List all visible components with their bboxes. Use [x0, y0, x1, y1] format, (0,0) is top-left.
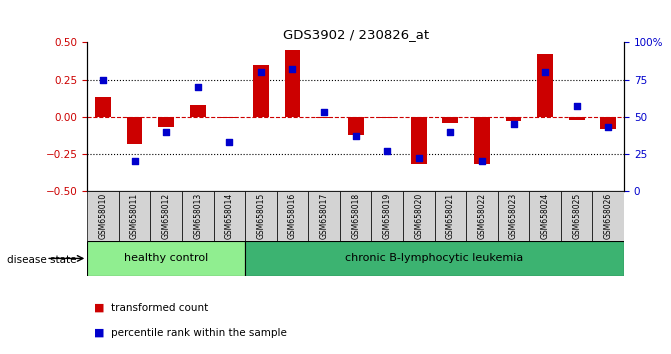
Text: healthy control: healthy control — [124, 253, 208, 263]
Text: GSM658018: GSM658018 — [351, 193, 360, 239]
Text: GSM658020: GSM658020 — [414, 193, 423, 239]
Bar — [190, 105, 205, 117]
Text: GSM658012: GSM658012 — [162, 193, 170, 239]
Point — [603, 124, 613, 130]
Text: GSM658026: GSM658026 — [604, 193, 613, 239]
Text: ■: ■ — [94, 328, 105, 338]
Text: GSM658011: GSM658011 — [130, 193, 139, 239]
Text: percentile rank within the sample: percentile rank within the sample — [111, 328, 287, 338]
Bar — [182, 191, 213, 241]
Text: GSM658024: GSM658024 — [541, 193, 550, 239]
Point — [539, 69, 550, 75]
Text: disease state: disease state — [7, 255, 76, 265]
Bar — [213, 191, 245, 241]
Bar — [466, 191, 498, 241]
Point — [445, 129, 456, 135]
Bar — [316, 117, 332, 118]
Point — [476, 159, 487, 164]
Bar — [348, 117, 364, 135]
Bar — [276, 191, 308, 241]
Bar — [601, 117, 616, 129]
Bar — [245, 191, 276, 241]
Bar — [308, 191, 340, 241]
Text: GSM658017: GSM658017 — [319, 193, 329, 239]
Point — [130, 159, 140, 164]
Text: chronic B-lymphocytic leukemia: chronic B-lymphocytic leukemia — [346, 253, 523, 263]
Bar — [561, 191, 592, 241]
Bar — [403, 191, 435, 241]
Bar — [411, 117, 427, 164]
Point — [161, 129, 172, 135]
Point — [382, 148, 393, 154]
Title: GDS3902 / 230826_at: GDS3902 / 230826_at — [282, 28, 429, 41]
Text: GSM658014: GSM658014 — [225, 193, 234, 239]
Bar — [435, 191, 466, 241]
Bar — [592, 191, 624, 241]
Point — [508, 121, 519, 127]
Bar — [498, 191, 529, 241]
Point — [319, 109, 329, 115]
Bar — [474, 117, 490, 164]
Bar — [127, 117, 142, 144]
Point — [413, 156, 424, 161]
Point — [256, 69, 266, 75]
Bar — [569, 117, 584, 120]
Bar — [87, 241, 245, 276]
Bar — [87, 191, 119, 241]
Bar — [119, 191, 150, 241]
Point — [193, 84, 203, 90]
Bar — [158, 117, 174, 127]
Bar — [95, 97, 111, 117]
Text: GSM658016: GSM658016 — [288, 193, 297, 239]
Bar — [372, 191, 403, 241]
Bar — [537, 55, 553, 117]
Text: ■: ■ — [94, 303, 105, 313]
Bar — [379, 117, 395, 118]
Text: GSM658015: GSM658015 — [256, 193, 266, 239]
Text: GSM658023: GSM658023 — [509, 193, 518, 239]
Text: GSM658021: GSM658021 — [446, 193, 455, 239]
Bar — [340, 191, 372, 241]
Bar — [529, 191, 561, 241]
Bar — [245, 241, 624, 276]
Bar — [253, 65, 269, 117]
Bar — [506, 117, 521, 121]
Text: GSM658022: GSM658022 — [478, 193, 486, 239]
Point — [571, 104, 582, 109]
Text: GSM658019: GSM658019 — [382, 193, 392, 239]
Bar — [285, 50, 301, 117]
Point — [224, 139, 235, 145]
Point — [98, 77, 109, 82]
Bar — [442, 117, 458, 123]
Point — [350, 133, 361, 139]
Text: GSM658010: GSM658010 — [99, 193, 107, 239]
Bar — [221, 117, 238, 118]
Bar — [150, 191, 182, 241]
Text: transformed count: transformed count — [111, 303, 208, 313]
Text: GSM658025: GSM658025 — [572, 193, 581, 239]
Point — [287, 67, 298, 72]
Text: GSM658013: GSM658013 — [193, 193, 202, 239]
